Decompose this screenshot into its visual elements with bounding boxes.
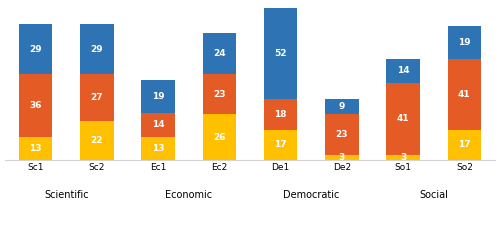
Text: 13: 13 xyxy=(152,144,164,153)
Text: 23: 23 xyxy=(336,130,348,139)
Text: 52: 52 xyxy=(274,49,287,58)
Text: 29: 29 xyxy=(30,45,42,54)
Bar xyxy=(264,130,298,160)
Bar xyxy=(19,137,52,160)
Text: Democratic: Democratic xyxy=(283,190,340,200)
Bar xyxy=(325,99,358,114)
Bar xyxy=(202,74,236,114)
Bar xyxy=(142,80,175,113)
Bar xyxy=(448,130,481,160)
Text: Scientific: Scientific xyxy=(44,190,88,200)
Text: 41: 41 xyxy=(397,114,409,123)
Text: 36: 36 xyxy=(30,101,42,110)
Text: 19: 19 xyxy=(458,38,470,47)
Bar xyxy=(202,114,236,160)
Bar xyxy=(80,121,114,160)
Text: 18: 18 xyxy=(274,110,287,119)
Bar xyxy=(448,59,481,130)
Bar xyxy=(386,155,420,160)
Text: 14: 14 xyxy=(397,67,409,75)
Text: 19: 19 xyxy=(152,92,164,101)
Bar xyxy=(202,33,236,74)
Text: 17: 17 xyxy=(274,141,287,149)
Text: 24: 24 xyxy=(213,49,226,58)
Bar xyxy=(386,83,420,155)
Bar xyxy=(142,137,175,160)
Text: 17: 17 xyxy=(458,141,470,149)
Text: 13: 13 xyxy=(30,144,42,153)
Text: 22: 22 xyxy=(90,136,103,145)
Bar xyxy=(80,24,114,74)
Bar xyxy=(142,113,175,137)
Text: Social: Social xyxy=(420,190,448,200)
Text: 3: 3 xyxy=(400,153,406,162)
Bar xyxy=(264,99,298,130)
Bar xyxy=(19,74,52,137)
Text: 26: 26 xyxy=(213,133,226,142)
Bar xyxy=(264,8,298,99)
Text: 27: 27 xyxy=(90,94,103,102)
Text: Economic: Economic xyxy=(165,190,212,200)
Bar xyxy=(325,155,358,160)
Text: 9: 9 xyxy=(338,102,345,111)
Bar xyxy=(80,74,114,121)
Text: 41: 41 xyxy=(458,90,470,99)
Text: 23: 23 xyxy=(213,90,226,99)
Bar xyxy=(386,59,420,83)
Text: 14: 14 xyxy=(152,121,164,129)
Bar xyxy=(19,24,52,74)
Bar xyxy=(325,114,358,155)
Bar xyxy=(448,26,481,59)
Text: 3: 3 xyxy=(339,153,345,162)
Text: 29: 29 xyxy=(90,45,103,54)
